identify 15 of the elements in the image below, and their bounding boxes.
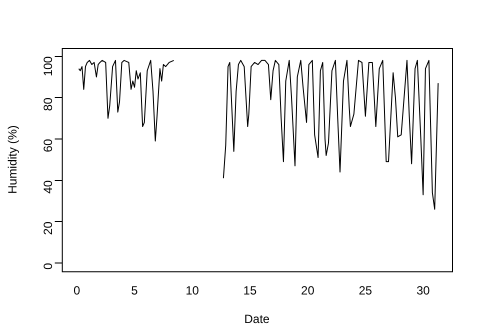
y-tick-label: 0 bbox=[41, 262, 56, 270]
x-tick-label: 0 bbox=[73, 284, 80, 298]
y-tick-label: 80 bbox=[41, 97, 56, 111]
x-axis-title: Date bbox=[244, 312, 270, 326]
x-tick-label: 30 bbox=[416, 284, 430, 298]
y-tick-label: 20 bbox=[41, 221, 56, 235]
y-tick-label: 40 bbox=[41, 180, 56, 194]
x-tick-label: 10 bbox=[186, 284, 200, 298]
y-tick-label: 100 bbox=[41, 56, 56, 76]
x-tick-label: 15 bbox=[243, 284, 257, 298]
x-tick-label: 5 bbox=[131, 284, 138, 298]
y-axis-title: Humidity (%) bbox=[6, 125, 20, 194]
y-tick-label: 60 bbox=[41, 138, 56, 152]
x-tick-label: 20 bbox=[301, 284, 315, 298]
x-tick-label: 25 bbox=[358, 284, 372, 298]
